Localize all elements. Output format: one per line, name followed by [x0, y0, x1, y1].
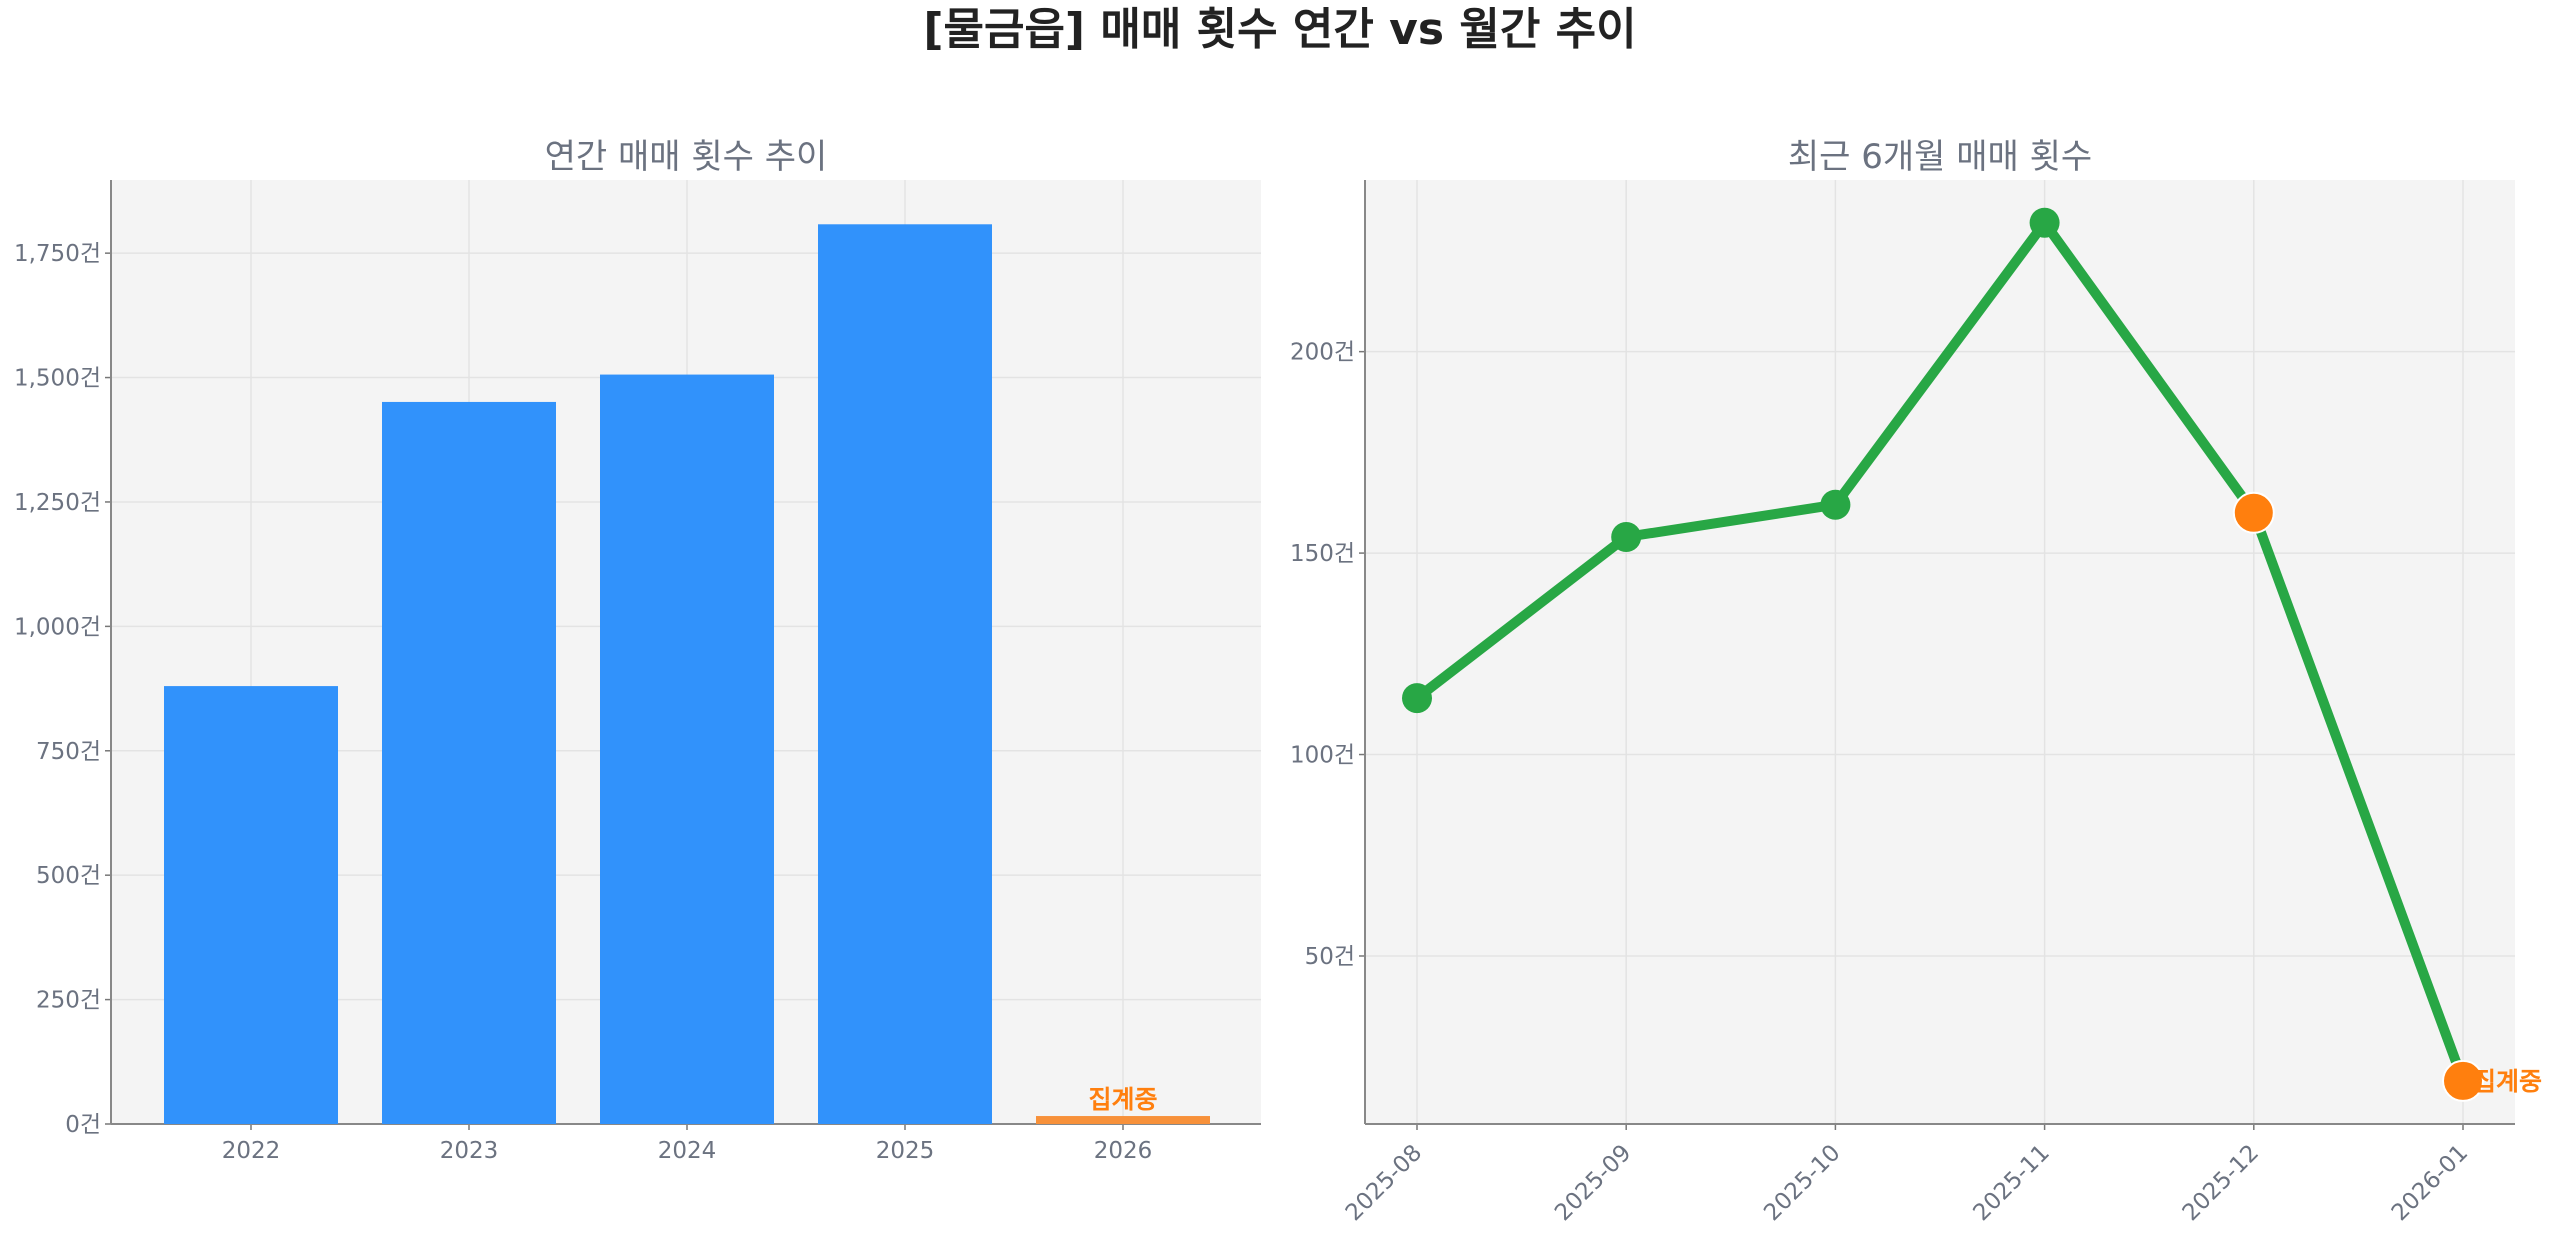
series-line: [1413, 217, 2468, 1083]
y-tick-label: 100건: [1290, 743, 1355, 769]
y-tick-label: 750건: [36, 739, 101, 765]
point-2025-09: [1611, 521, 1642, 552]
y-tick-label: 1,500건: [14, 366, 101, 392]
x-tick-label: 2025: [876, 1138, 935, 1164]
bar-2024: [600, 374, 774, 1124]
y-tick-label: 1,250건: [14, 490, 101, 516]
x-tick-label: 2026: [1094, 1138, 1153, 1164]
x-tick-label: 2024: [658, 1138, 717, 1164]
y-tick-label: 1,750건: [14, 241, 101, 267]
x-tick-label: 2023: [440, 1138, 499, 1164]
bar-chart: 0건 250건 500건 750건 1,000건 1,250건 1,500건 1,750건 20…: [14, 180, 1261, 1164]
x-tick-label: 2025-11: [1968, 1140, 2054, 1226]
y-tick-label: 50건: [1305, 944, 1355, 970]
partial-annotation: 집계중: [1088, 1085, 1157, 1114]
x-tick-label: 2025-09: [1550, 1140, 1636, 1226]
bar-2026: [1036, 1116, 1210, 1124]
partial-annotation: 집계중: [2473, 1067, 2542, 1096]
y-tick-label: 150건: [1290, 541, 1355, 567]
line-chart-title: 최근 6개월 매매 횟수: [1788, 137, 2092, 177]
bar-2022: [164, 686, 338, 1124]
point-2025-10: [1820, 489, 1851, 520]
point-2025-12: [2232, 491, 2275, 534]
y-tick-label: 1,000건: [14, 614, 101, 640]
y-tick-label: 250건: [36, 988, 101, 1014]
x-tick-label: 2026-01: [2387, 1140, 2473, 1226]
y-tick-label: 200건: [1290, 340, 1355, 366]
bar-2025: [818, 224, 992, 1124]
plot-area: [1365, 180, 2515, 1124]
point-2025-08: [1402, 683, 1432, 714]
line-chart: 50건 100건 150건 200건 2025-08 2025-09 2025-10 2025…: [1290, 180, 2542, 1226]
suptitle: [물금읍] 매매 횟수 연간 vs 월간 추이: [923, 4, 1636, 55]
x-tick-label: 2025-10: [1759, 1140, 1845, 1226]
y-tick-label: 500건: [36, 863, 101, 889]
bar-chart-title: 연간 매매 횟수 추이: [545, 137, 828, 177]
x-tick-label: 2022: [222, 1138, 281, 1164]
point-2026-01: [2442, 1059, 2484, 1102]
x-tick-label: 2025-08: [1341, 1140, 1427, 1226]
x-tick-label: 2025-12: [2178, 1140, 2264, 1226]
bar-2023: [382, 401, 556, 1124]
y-tick-label: 0건: [65, 1112, 101, 1138]
point-2025-11: [2029, 207, 2060, 238]
